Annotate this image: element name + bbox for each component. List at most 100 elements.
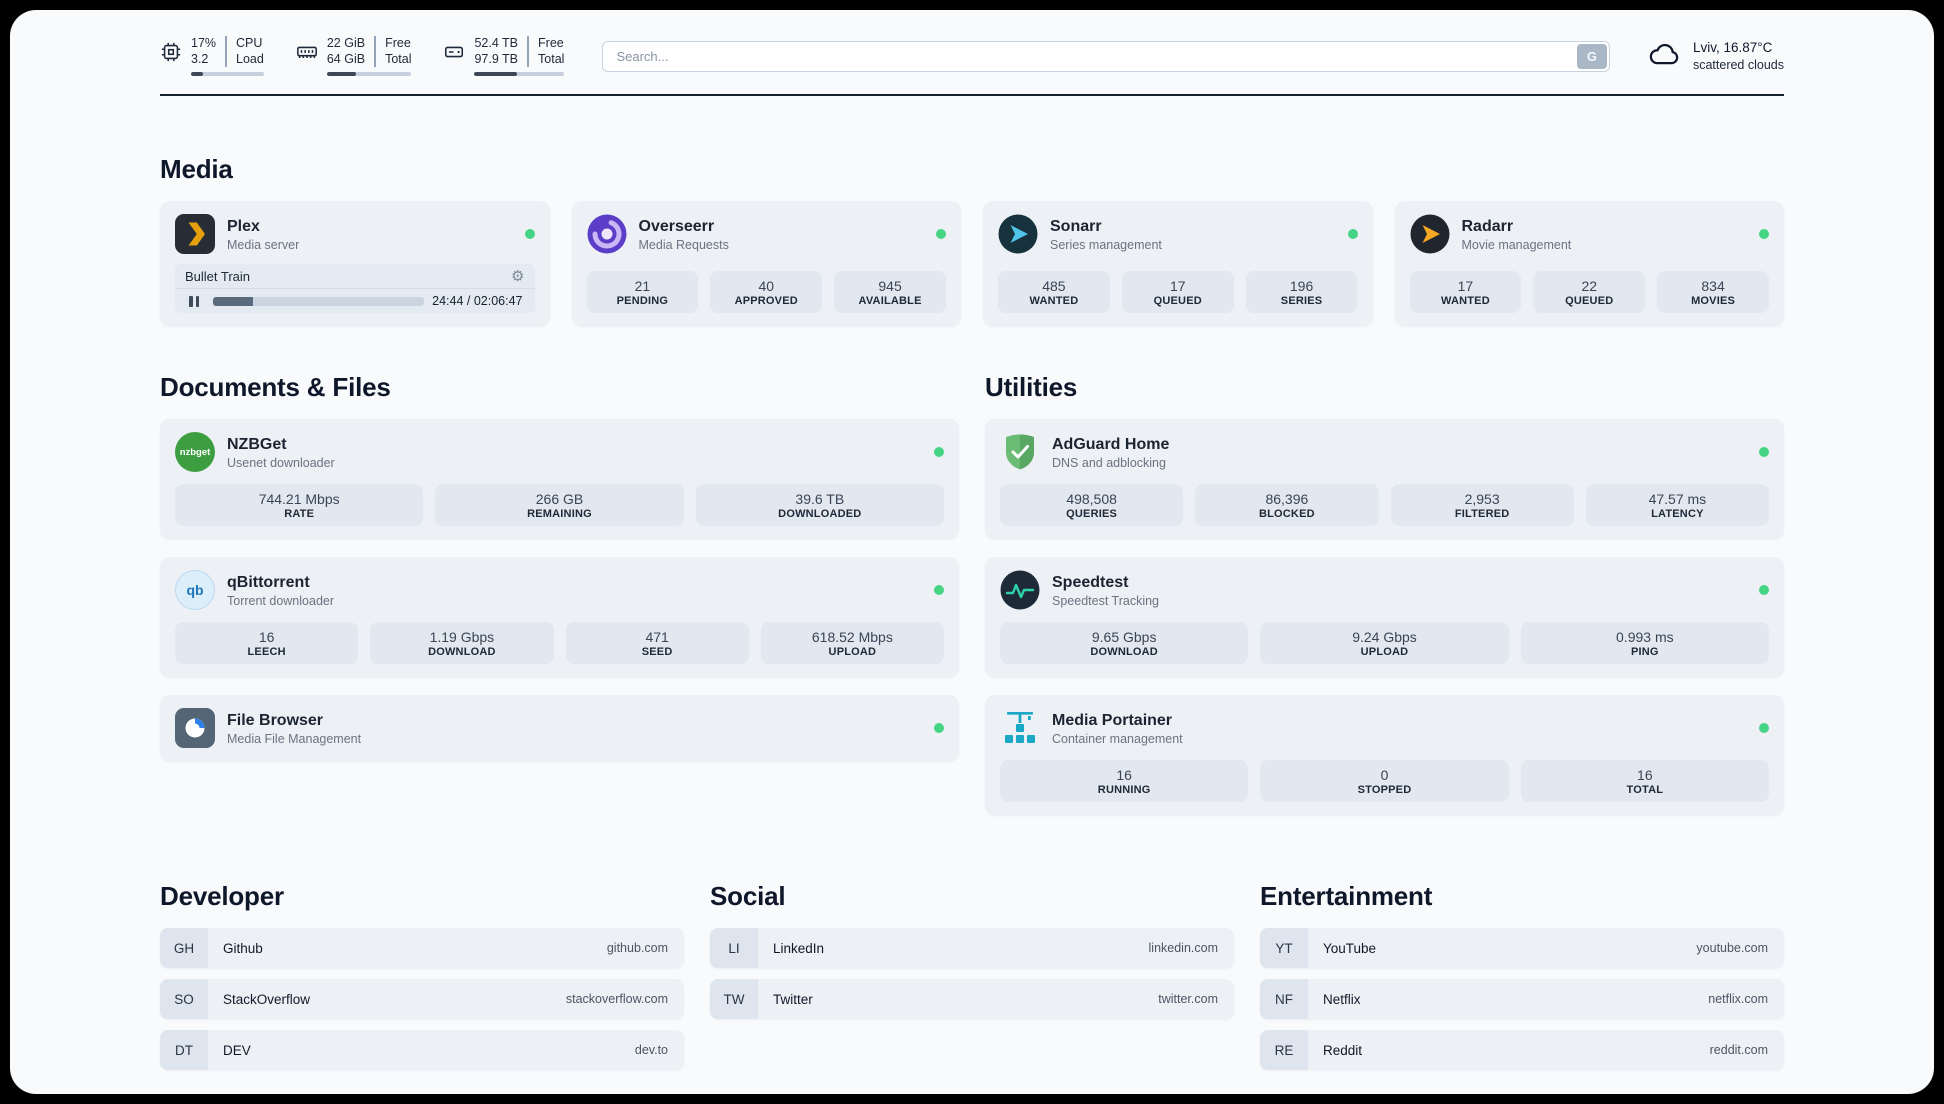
- app-card-nzbget[interactable]: nzbget NZBGet Usenet downloader 744.21 M…: [160, 419, 959, 540]
- section-documents: Documents & Files nzbget NZBGet Usenet d…: [160, 372, 959, 815]
- disk-widget: 52.4 TB 97.9 TB Free Total: [443, 36, 565, 77]
- stat-value: 0.993 ms: [1616, 629, 1674, 646]
- overseerr-icon: [587, 214, 627, 254]
- stat-value: 21: [634, 278, 651, 295]
- bookmark-linkedin[interactable]: LI LinkedIn linkedin.com: [710, 928, 1234, 969]
- cloud-icon: [1648, 39, 1682, 74]
- app-card-qbittorrent[interactable]: qb qBittorrent Torrent downloader 16: [160, 557, 959, 678]
- memory-total-value: 64 GiB: [326, 51, 366, 66]
- bookmark-dev[interactable]: DT DEV dev.to: [160, 1030, 684, 1071]
- status-dot: [934, 585, 944, 596]
- app-name: Media Portainer: [1052, 711, 1173, 729]
- stat-wanted: 17 WANTED: [1409, 271, 1522, 314]
- stat-series: 196 SERIES: [1245, 271, 1358, 314]
- memory-icon: [296, 41, 318, 63]
- app-card-portainer[interactable]: Media Portainer Container management 16 …: [985, 695, 1784, 816]
- app-desc: Media Requests: [638, 237, 729, 252]
- app-card-radarr[interactable]: Radarr Movie management 17 WANTED 22 QUE…: [1394, 201, 1784, 327]
- stat-label: APPROVED: [734, 295, 798, 308]
- bookmark-stackoverflow[interactable]: SO StackOverflow stackoverflow.com: [160, 979, 684, 1020]
- section-entertainment: Entertainment YT YouTube youtube.com NF …: [1260, 881, 1784, 1071]
- cpu-widget: 17% 3.2 CPU Load: [160, 36, 264, 77]
- stat-label: FILTERED: [1454, 508, 1510, 521]
- stat-rate: 744.21 Mbps RATE: [175, 484, 424, 527]
- gear-icon[interactable]: ⚙: [511, 268, 525, 286]
- bookmark-youtube[interactable]: YT YouTube youtube.com: [1260, 928, 1784, 969]
- search-bar: G: [602, 40, 1610, 72]
- stat-value: 9.24 Gbps: [1352, 629, 1417, 646]
- stat-label: UPLOAD: [1360, 646, 1409, 659]
- app-card-sonarr[interactable]: Sonarr Series management 485 WANTED 17 Q…: [983, 201, 1373, 327]
- stat-value: 834: [1701, 278, 1725, 295]
- weather-widget: Lviv, 16.87°C scattered clouds: [1648, 39, 1784, 74]
- stat-pending: 21 PENDING: [586, 271, 699, 314]
- documents-section-title: Documents & Files: [160, 372, 391, 403]
- topbar-divider: [160, 94, 1784, 97]
- search-input[interactable]: [602, 40, 1610, 72]
- app-card-plex[interactable]: Plex Media server Bullet Train ⚙: [160, 201, 550, 327]
- app-card-filebrowser[interactable]: File Browser Media File Management: [160, 695, 959, 762]
- bookmark-abbr: GH: [160, 928, 208, 969]
- app-name: NZBGet: [227, 435, 287, 453]
- app-card-adguard[interactable]: AdGuard Home DNS and adblocking 498,508 …: [985, 419, 1784, 540]
- status-dot: [934, 723, 944, 734]
- stat-stopped: 0 STOPPED: [1260, 760, 1509, 803]
- stat-value: 40: [758, 278, 775, 295]
- bookmarks-area: Developer GH Github github.com SO StackO…: [160, 881, 1784, 1094]
- cpu-icon: [160, 41, 182, 63]
- stat-value: 0: [1380, 767, 1389, 784]
- section-utilities: Utilities: [985, 372, 1784, 816]
- topbar: 17% 3.2 CPU Load: [10, 10, 1934, 90]
- app-name: Speedtest: [1052, 573, 1129, 591]
- memory-label-bottom: Total: [385, 51, 412, 66]
- app-desc: DNS and adblocking: [1052, 455, 1166, 470]
- bookmark-url: youtube.com: [1696, 941, 1768, 956]
- app-name: AdGuard Home: [1052, 435, 1170, 453]
- bookmark-reddit[interactable]: RE Reddit reddit.com: [1260, 1030, 1784, 1071]
- pause-button[interactable]: [183, 295, 205, 308]
- app-name: File Browser: [227, 711, 324, 729]
- section-developer: Developer GH Github github.com SO StackO…: [160, 881, 684, 1071]
- stat-available: 945 AVAILABLE: [834, 271, 946, 314]
- cpu-progress-bar: [191, 72, 264, 77]
- stat-value: 1.19 Gbps: [429, 629, 495, 646]
- stat-value: 744.21 Mbps: [258, 491, 340, 508]
- app-desc: Speedtest Tracking: [1052, 593, 1160, 608]
- stat-ping: 0.993 ms PING: [1520, 622, 1769, 665]
- app-desc: Container management: [1052, 731, 1183, 746]
- app-desc: Usenet downloader: [227, 455, 335, 470]
- app-card-speedtest[interactable]: Speedtest Speedtest Tracking 9.65 Gbps D…: [985, 557, 1784, 678]
- stat-upload: 618.52 Mbps UPLOAD: [760, 622, 944, 665]
- weather-location: Lviv, 16.87°C: [1692, 40, 1773, 56]
- disk-free-value: 52.4 TB: [474, 36, 519, 50]
- bookmark-twitter[interactable]: TW Twitter twitter.com: [710, 979, 1234, 1020]
- stat-label: REMAINING: [527, 508, 592, 521]
- bookmark-name: Netflix: [1323, 991, 1361, 1007]
- status-dot: [1759, 723, 1769, 734]
- disk-label-bottom: Total: [538, 51, 565, 66]
- bookmark-abbr: RE: [1260, 1030, 1308, 1071]
- bookmark-name: Twitter: [773, 991, 813, 1007]
- stat-value: 618.52 Mbps: [811, 629, 893, 646]
- bookmark-url: dev.to: [634, 1043, 668, 1058]
- stat-label: QUEUED: [1565, 295, 1614, 308]
- bookmark-github[interactable]: GH Github github.com: [160, 928, 684, 969]
- stat-value: 16: [1637, 767, 1653, 784]
- stat-queued: 22 QUEUED: [1533, 271, 1646, 314]
- stat-download: 1.19 Gbps DOWNLOAD: [370, 622, 554, 665]
- search-engine-button[interactable]: G: [1576, 43, 1607, 69]
- playback-progress-bar[interactable]: [213, 296, 425, 306]
- stat-total: 16 TOTAL: [1520, 760, 1769, 803]
- stat-label: QUEUED: [1153, 295, 1202, 308]
- app-name: Sonarr: [1050, 217, 1102, 235]
- status-dot: [1759, 585, 1769, 596]
- stat-wanted: 485 WANTED: [998, 271, 1110, 314]
- stat-label: DOWNLOAD: [428, 646, 496, 659]
- stat-label: BLOCKED: [1258, 508, 1315, 521]
- bookmark-netflix[interactable]: NF Netflix netflix.com: [1260, 979, 1784, 1020]
- app-name: Radarr: [1461, 217, 1514, 235]
- memory-progress-bar: [326, 72, 412, 77]
- app-card-overseerr[interactable]: Overseerr Media Requests 21 PENDING 40 A…: [571, 201, 961, 327]
- bookmark-name: LinkedIn: [773, 940, 825, 956]
- dashboard-canvas: 17% 3.2 CPU Load: [10, 10, 1934, 1094]
